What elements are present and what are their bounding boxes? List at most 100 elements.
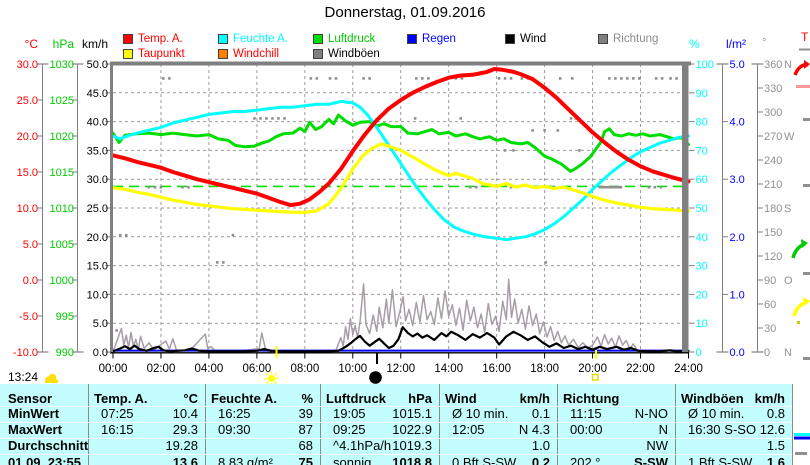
last-update-time: 13:24 [8, 370, 39, 384]
series-richtung-dot [531, 129, 534, 132]
axis-tick-label: 5.0 [93, 318, 108, 330]
series-richtung-dot [638, 77, 641, 80]
table-row-label: Durchschnitt [8, 438, 89, 453]
axis-tick-label: 1010 [50, 203, 74, 215]
series-richtung-dot [124, 233, 128, 237]
table-cell-time: Ø 10 min. [452, 406, 509, 421]
legend-label: Regen [422, 33, 456, 45]
series-richtung-dot [187, 185, 190, 189]
right-edge-fragment [803, 118, 810, 121]
axis-tick-label: 10.0 [17, 203, 38, 215]
table-cell-value: N [658, 422, 668, 437]
table-cell-value: 1.5 [766, 438, 785, 453]
series-richtung-dot [608, 77, 611, 80]
series-richtung-dot [615, 185, 619, 189]
table-cell-time: 09:30 [218, 422, 251, 437]
series-richtung-dot [600, 185, 603, 189]
table-cell-value: 0.8 [766, 406, 785, 421]
table-cell-time: 00:00 [570, 422, 603, 437]
legend-swatch-richtung-icon [598, 34, 608, 44]
axis-tick-label: 0 [764, 347, 770, 359]
x-tick-label: 16:00 [482, 363, 511, 375]
axis-tick-label: 15.0 [87, 261, 108, 273]
series-richtung-dot [602, 185, 605, 189]
plot-area[interactable] [113, 64, 689, 352]
legend-label: Richtung [613, 33, 659, 45]
legend-swatch-windchill-icon [218, 49, 228, 59]
axis-tick-label: 1025 [50, 95, 74, 107]
table-cell-value: 1018.8 [392, 455, 432, 465]
series-taupunkt [111, 142, 691, 214]
plot-border-right [682, 61, 689, 353]
table-cell-time: 1 Bft S-SW [688, 455, 753, 465]
series-richtung-dot [468, 185, 472, 189]
axis-tick-label: 990 [56, 347, 74, 359]
axis-tick-label: 50.0 [87, 59, 108, 71]
right-edge-fragment [796, 85, 810, 88]
legend-item-windchill: Windchill [218, 48, 279, 60]
axis-tick-label: 360 [764, 59, 782, 71]
sunrise-sun-ray [274, 373, 277, 376]
sunset-sun-icon [591, 373, 599, 381]
series-richtung-dot [460, 77, 464, 80]
legend-label: Wind [520, 33, 547, 45]
table-cell-value: 87 [298, 422, 313, 437]
series-richtung-dot [613, 185, 617, 189]
axis-unit-rain: l/m² [726, 37, 746, 51]
legend-item-taupunkt: Taupunkt [123, 48, 185, 60]
axis-tick-label: 0 [696, 347, 702, 359]
table-cell-value: 75 [298, 455, 313, 465]
legend-swatch-windb-en-icon [313, 49, 323, 59]
series-richtung-dot [509, 77, 513, 80]
table-row-separator [0, 406, 792, 407]
series-windb-en [112, 278, 690, 353]
axis-tick-label: 25.0 [87, 203, 108, 215]
axis-tick-label: 1015 [50, 167, 74, 179]
axis-tick-label: 20.0 [87, 232, 108, 244]
table-header-unit: km/h [754, 391, 785, 406]
table-cell-value: S-SW [634, 455, 668, 465]
series-richtung-dot [474, 185, 478, 189]
axis-tick-label: 150 [764, 227, 782, 239]
sunset-tick [595, 350, 597, 359]
table-header-windb-en: Windböen [681, 391, 744, 406]
table-row-label: 01.09. 23:55 [8, 455, 82, 465]
legend-item-wind: Wind [505, 33, 546, 45]
series-richtung-dot [619, 185, 623, 189]
plot-border-top [110, 61, 691, 66]
x-tick-label: 06:00 [242, 363, 271, 375]
legend-label: Feuchte A. [233, 33, 288, 45]
axis-tick-label: 2.0 [730, 232, 745, 244]
table-row-label: MaxWert [8, 422, 62, 437]
table-separator [439, 384, 440, 465]
x-tick-label: 24:00 [674, 363, 703, 375]
table-background [0, 384, 792, 465]
sunrise-sun-ray [274, 381, 277, 384]
legend-item-feuchte-a: Feuchte A. [218, 33, 288, 45]
axis-tick-label: 30.0 [87, 174, 108, 186]
axis-tick-label: 330 [764, 83, 782, 95]
axis-tick-label: 210 [764, 179, 782, 191]
series-richtung-dot [608, 185, 611, 189]
axis-tick-label: 30.0 [17, 59, 38, 71]
legend-label: Windböen [328, 48, 380, 60]
table-cell-time: 16:25 [218, 406, 251, 421]
axis-tick-label: 240 [764, 155, 782, 167]
axis-tick-label: 100 [696, 59, 714, 71]
series-richtung-dot [609, 185, 613, 189]
axis-tick-label: 1030 [50, 59, 74, 71]
series-richtung-dot [253, 117, 256, 120]
series-luftdruck [111, 113, 690, 173]
series-richtung-dot [509, 185, 513, 189]
axis-tick-label: 120 [764, 251, 782, 263]
series-richtung-dot [459, 117, 462, 120]
axis-tick-label: 4.0 [730, 117, 745, 129]
legend-item-luftdruck: Luftdruck [313, 33, 375, 45]
axis-tick-label: 1005 [50, 239, 74, 251]
axis-tick-label: 270 [764, 131, 782, 143]
series-richtung-dot [503, 149, 507, 152]
table-cell-value: 39 [298, 406, 313, 421]
legend-item-temp-a: Temp. A. [123, 33, 183, 45]
